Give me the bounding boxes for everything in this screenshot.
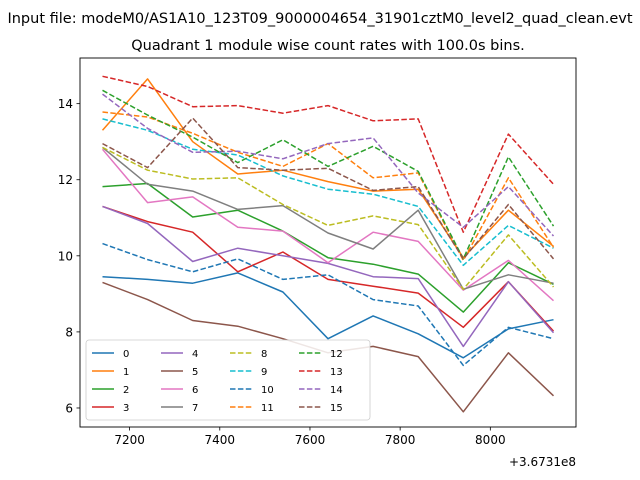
y-tick-label: 8 bbox=[65, 325, 73, 339]
y-tick-label: 10 bbox=[58, 249, 73, 263]
figure-suptitle: Input file: modeM0/AS1A10_123T09_9000004… bbox=[7, 11, 632, 27]
legend-label-1: 1 bbox=[123, 367, 129, 378]
series-line-7 bbox=[102, 146, 554, 291]
legend-label-2: 2 bbox=[123, 385, 129, 396]
legend-label-4: 4 bbox=[192, 349, 198, 360]
legend-label-7: 7 bbox=[192, 403, 198, 414]
legend-label-3: 3 bbox=[123, 403, 129, 414]
series-layer bbox=[101, 75, 555, 413]
legend-label-0: 0 bbox=[123, 349, 129, 360]
x-tick-label: 7800 bbox=[385, 433, 416, 447]
series-line-2 bbox=[102, 182, 554, 313]
series-line-8 bbox=[102, 146, 555, 291]
y-tick-label: 6 bbox=[65, 401, 73, 415]
y-axis: 6 8 10 12 14 bbox=[58, 97, 80, 415]
y-tick-label: 12 bbox=[58, 173, 73, 187]
series-line-6 bbox=[101, 148, 554, 302]
series-line-9 bbox=[102, 118, 554, 267]
series-line-0 bbox=[102, 272, 554, 359]
series-line-14 bbox=[102, 93, 555, 237]
legend-label-15: 15 bbox=[330, 403, 343, 414]
legend-label-14: 14 bbox=[330, 385, 343, 396]
x-tick-label: 7600 bbox=[295, 433, 326, 447]
x-tick-label: 7400 bbox=[205, 433, 236, 447]
series-line-12 bbox=[102, 89, 555, 260]
x-tick-label: 8000 bbox=[475, 433, 506, 447]
x-offset-label: +3.6731e8 bbox=[509, 455, 576, 469]
legend-label-8: 8 bbox=[261, 349, 267, 360]
legend-label-13: 13 bbox=[330, 367, 343, 378]
legend-label-9: 9 bbox=[261, 367, 267, 378]
legend-label-10: 10 bbox=[261, 385, 274, 396]
chart-title: Quadrant 1 module wise count rates with … bbox=[131, 38, 525, 54]
legend-label-5: 5 bbox=[192, 367, 198, 378]
legend-label-12: 12 bbox=[330, 349, 343, 360]
legend-label-11: 11 bbox=[261, 403, 274, 414]
series-line-15 bbox=[102, 117, 555, 260]
series-line-10 bbox=[102, 242, 554, 367]
x-tick-label: 7200 bbox=[114, 433, 145, 447]
series-line-13 bbox=[102, 75, 555, 233]
legend-box bbox=[85, 339, 371, 421]
legend-label-6: 6 bbox=[192, 385, 198, 396]
y-tick-label: 14 bbox=[58, 97, 73, 111]
x-axis: 7200 7400 7600 7800 8000 bbox=[114, 427, 506, 447]
series-line-3 bbox=[102, 205, 555, 332]
